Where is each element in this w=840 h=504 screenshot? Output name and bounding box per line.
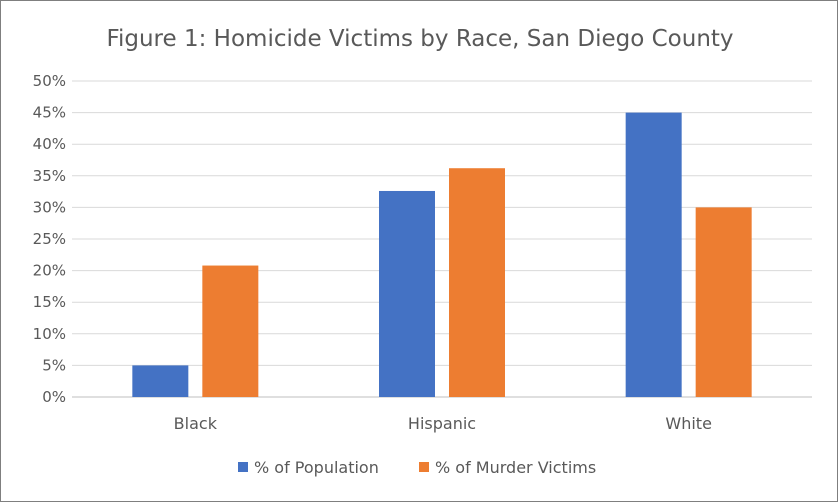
bar-white-series-2 xyxy=(695,207,752,397)
gridlines xyxy=(72,80,812,398)
y-tick-label: 5% xyxy=(42,356,66,374)
y-tick-label: 20% xyxy=(33,262,66,280)
y-tick-label: 10% xyxy=(33,325,66,343)
x-axis-categories: Black Hispanic White xyxy=(174,414,712,433)
legend: % of Population % of Murder Victims xyxy=(238,458,596,477)
bar-hispanic-series-1 xyxy=(379,190,435,397)
y-tick-label: 35% xyxy=(33,167,66,185)
y-axis-ticks: 0% 5% 10% 15% 20% 25% 30% 35% 40% 45% 50% xyxy=(33,72,66,406)
y-tick-label: 30% xyxy=(33,198,66,216)
legend-label: % of Population xyxy=(254,458,379,477)
bar-black-series-1 xyxy=(132,365,189,397)
y-tick-label: 40% xyxy=(33,135,66,153)
bar-hispanic-series-2 xyxy=(449,168,505,397)
y-tick-label: 25% xyxy=(33,230,66,248)
x-category-label: Hispanic xyxy=(408,414,476,433)
y-tick-label: 45% xyxy=(33,104,66,122)
y-tick-label: 15% xyxy=(33,293,66,311)
bars xyxy=(132,112,752,397)
x-category-label: White xyxy=(665,414,712,433)
bar-white-series-1 xyxy=(625,112,682,397)
legend-swatch xyxy=(238,462,248,472)
chart-title: Figure 1: Homicide Victims by Race, San … xyxy=(106,26,733,52)
y-tick-label: 50% xyxy=(33,72,66,90)
legend-label: % of Murder Victims xyxy=(435,458,596,477)
legend-swatch xyxy=(419,462,429,472)
x-category-label: Black xyxy=(174,414,218,433)
bar-black-series-2 xyxy=(202,265,259,397)
y-tick-label: 0% xyxy=(42,388,66,406)
